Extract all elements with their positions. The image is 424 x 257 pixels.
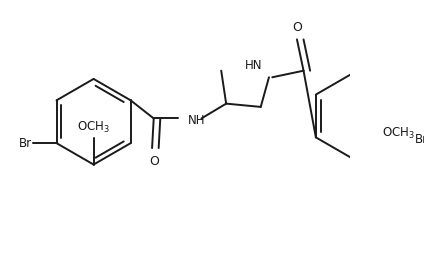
Text: Br: Br xyxy=(19,137,32,150)
Text: O: O xyxy=(292,22,302,34)
Text: O: O xyxy=(150,155,159,168)
Text: HN: HN xyxy=(245,59,262,72)
Text: OCH$_3$: OCH$_3$ xyxy=(77,120,110,135)
Text: NH: NH xyxy=(188,114,206,127)
Text: OCH$_3$: OCH$_3$ xyxy=(382,126,415,141)
Text: Br: Br xyxy=(415,133,424,145)
